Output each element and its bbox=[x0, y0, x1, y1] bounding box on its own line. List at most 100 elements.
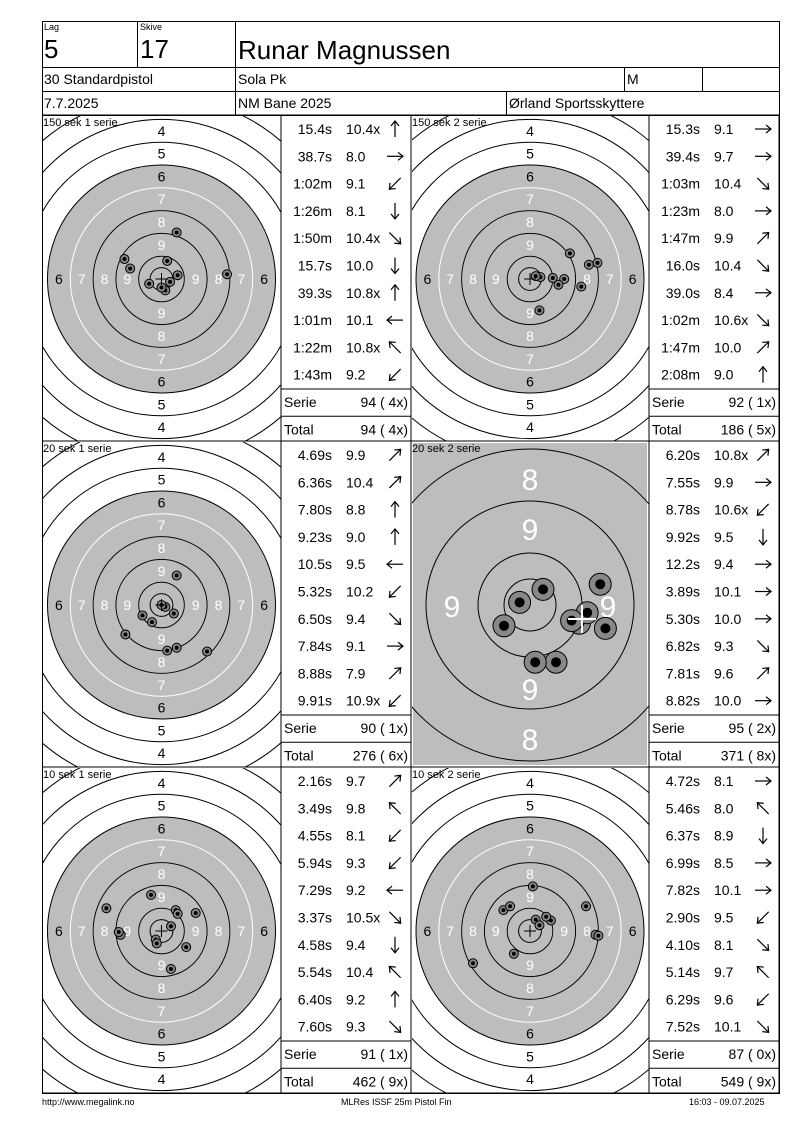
class-name: 30 Standardpistol bbox=[44, 71, 153, 87]
shot-time: 39.4s bbox=[666, 148, 700, 164]
shot-time: 4.55s bbox=[298, 828, 332, 844]
shot-score: 10.4 bbox=[714, 176, 741, 192]
direction-arrow-icon bbox=[386, 559, 403, 569]
shot-score: 9.7 bbox=[346, 773, 366, 789]
shot-time: 1:02m bbox=[293, 176, 332, 192]
shot-hole-center bbox=[538, 584, 548, 595]
direction-arrow-icon bbox=[388, 448, 402, 462]
ring-number: 9 bbox=[123, 271, 131, 287]
direction-arrow-icon bbox=[388, 911, 402, 924]
serie-value: 94 ( 4x) bbox=[361, 394, 408, 410]
direction-arrow-icon bbox=[388, 177, 402, 190]
shot-hole-center bbox=[595, 579, 606, 590]
shot-hole-center bbox=[471, 961, 475, 966]
ring-number: 7 bbox=[158, 191, 166, 207]
total-label: Total bbox=[284, 421, 314, 437]
serie-label: Serie bbox=[284, 394, 317, 410]
shot-time: 1:47m bbox=[661, 230, 700, 246]
shot-time: 9.23s bbox=[298, 529, 332, 545]
direction-arrow-icon bbox=[388, 1020, 402, 1034]
shot-time: 7.60s bbox=[298, 1019, 332, 1035]
shot-score: 9.5 bbox=[346, 556, 366, 572]
direction-arrow-icon bbox=[756, 231, 770, 245]
total-value: 371 ( 8x) bbox=[721, 747, 776, 763]
serie-label: Serie bbox=[284, 720, 317, 736]
serie-value: 92 ( 1x) bbox=[729, 394, 776, 410]
ring-number: 6 bbox=[629, 923, 637, 939]
shot-score: 10.4 bbox=[714, 258, 741, 274]
direction-arrow-icon bbox=[756, 667, 770, 680]
shot-time: 5.14s bbox=[666, 964, 700, 980]
direction-arrow-icon bbox=[755, 206, 772, 216]
ring-number: 4 bbox=[158, 419, 166, 435]
shot-hole-center bbox=[584, 904, 589, 909]
shot-score: 8.0 bbox=[714, 800, 734, 816]
footer-url: http://www.megalink.no bbox=[42, 1097, 135, 1107]
ring-number: 7 bbox=[78, 923, 86, 939]
shot-time: 6.50s bbox=[298, 611, 332, 627]
ring-number: 7 bbox=[526, 191, 534, 207]
ring-number: 9 bbox=[522, 674, 539, 707]
direction-arrow-icon bbox=[388, 829, 402, 842]
shot-time: 5.46s bbox=[666, 800, 700, 816]
shot-time: 8.78s bbox=[666, 502, 700, 518]
total-value: 276 ( 6x) bbox=[353, 747, 408, 763]
shot-score: 9.0 bbox=[346, 529, 366, 545]
ring-number: 4 bbox=[158, 745, 166, 761]
direction-arrow-icon bbox=[756, 503, 770, 516]
shot-time: 7.52s bbox=[666, 1019, 700, 1035]
shot-time: 1:47m bbox=[661, 339, 700, 355]
ring-number: 9 bbox=[123, 923, 131, 939]
direction-arrow-icon bbox=[755, 559, 772, 569]
ring-number: 8 bbox=[469, 923, 477, 939]
shot-score: 10.1 bbox=[714, 882, 741, 898]
ring-number: 7 bbox=[446, 923, 454, 939]
direction-arrow-icon bbox=[388, 612, 402, 626]
ring-number: 4 bbox=[158, 449, 166, 465]
shot-hole-center bbox=[169, 924, 173, 929]
shot-time: 7.55s bbox=[666, 474, 700, 490]
ring-number: 5 bbox=[526, 396, 534, 412]
shot-score: 10.1 bbox=[714, 1019, 741, 1035]
ring-number: 7 bbox=[158, 677, 166, 693]
total-label: Total bbox=[652, 1073, 682, 1089]
shot-score: 9.1 bbox=[346, 638, 366, 654]
shot-hole-center bbox=[168, 279, 173, 284]
ring-number: 4 bbox=[158, 1071, 166, 1087]
series-title: 10 sek 2 serie bbox=[412, 769, 480, 781]
serie-value: 90 ( 1x) bbox=[361, 720, 408, 736]
ring-number: 7 bbox=[446, 271, 454, 287]
shot-hole-center bbox=[205, 649, 210, 654]
shot-time: 6.40s bbox=[298, 991, 332, 1007]
ring-number: 6 bbox=[260, 923, 268, 939]
shot-score: 9.1 bbox=[714, 121, 734, 137]
shot-score: 10.8x bbox=[346, 339, 380, 355]
lag-label: Lag bbox=[44, 22, 60, 32]
ring-number: 7 bbox=[158, 843, 166, 859]
direction-arrow-icon bbox=[388, 341, 402, 354]
ring-number: 5 bbox=[158, 396, 166, 412]
total-label: Total bbox=[652, 421, 682, 437]
shot-score: 9.3 bbox=[346, 1019, 366, 1035]
serie-label: Serie bbox=[284, 1046, 317, 1062]
direction-arrow-icon bbox=[755, 614, 772, 624]
shot-time: 6.29s bbox=[666, 991, 700, 1007]
ring-number: 5 bbox=[158, 722, 166, 738]
ring-number: 9 bbox=[158, 957, 166, 973]
shot-hole-center bbox=[508, 904, 513, 909]
serie-value: 95 ( 2x) bbox=[729, 720, 776, 736]
direction-arrow-icon bbox=[756, 993, 770, 1006]
shot-time: 6.37s bbox=[666, 828, 700, 844]
direction-arrow-icon bbox=[387, 641, 404, 651]
ring-number: 9 bbox=[492, 923, 500, 939]
ring-number: 8 bbox=[101, 923, 109, 939]
ring-number: 5 bbox=[158, 146, 166, 162]
ring-number: 4 bbox=[526, 775, 534, 791]
ring-number: 4 bbox=[158, 775, 166, 791]
ring-number: 9 bbox=[444, 591, 461, 624]
shot-time: 4.10s bbox=[666, 937, 700, 953]
ring-number: 8 bbox=[583, 923, 591, 939]
shot-hole-center bbox=[533, 917, 538, 922]
